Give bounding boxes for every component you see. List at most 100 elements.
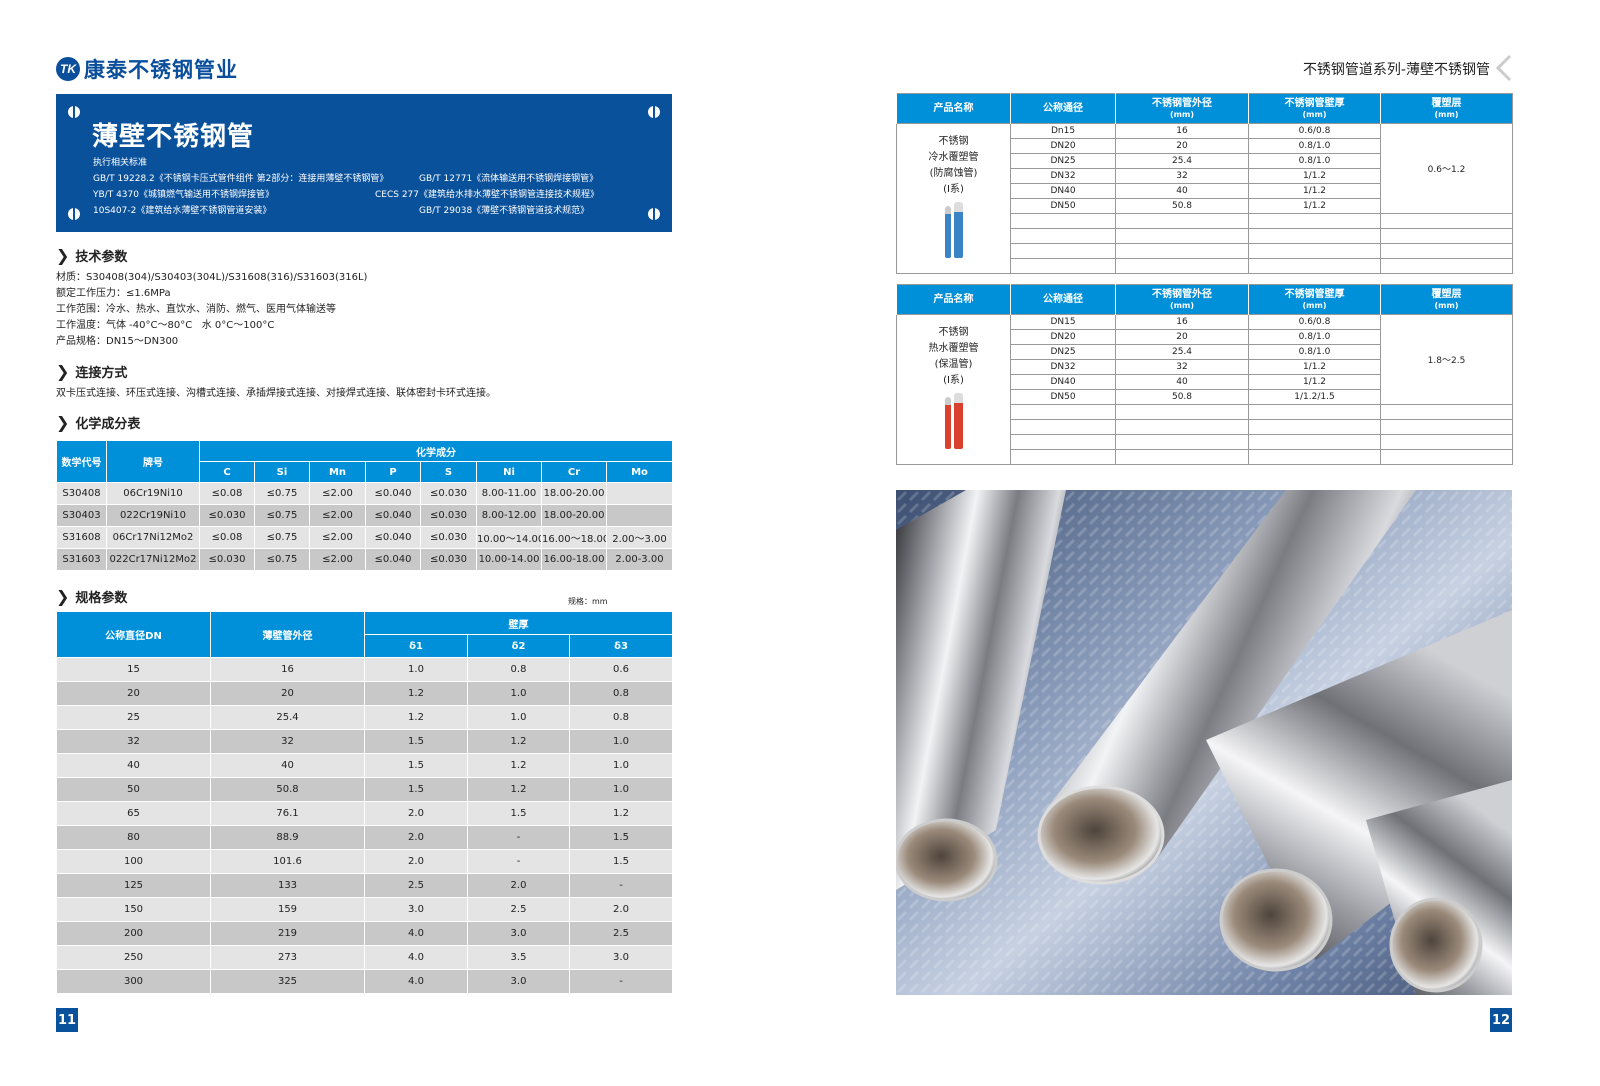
table-cell: ≤0.75 [254, 482, 310, 505]
page-number-right: 12 [1490, 1008, 1512, 1032]
header-text: 不锈钢管壁厚 [1284, 288, 1345, 300]
table-row: 20 20 1.2 1.0 0.8 [56, 681, 673, 706]
table-cell: ≤0.030 [420, 482, 477, 505]
unit-label: 规格：mm [568, 597, 608, 606]
table-cell: ≤0.040 [365, 504, 421, 527]
table-cell: S30403 [56, 504, 107, 527]
table-cell: - [569, 873, 673, 898]
table-cell: ≤0.030 [420, 548, 477, 571]
table-cell: 76.1 [210, 801, 365, 826]
table-row [897, 213, 1513, 229]
empty-cell [1010, 228, 1116, 244]
col-element: S [420, 461, 477, 483]
name-line: (I系) [943, 184, 964, 195]
table-cell: 06Cr19Ni10 [106, 482, 200, 505]
table-cell: 32 [1115, 168, 1249, 184]
empty-cell [1380, 228, 1513, 244]
table-cell: ≤0.040 [365, 526, 421, 549]
empty-cell [1115, 228, 1249, 244]
table-cell: 1/1.2 [1248, 198, 1381, 214]
standard-item: CECS 277《建筑给水排水薄壁不锈钢管连接技术规程》 [375, 190, 600, 200]
col-d3: δ3 [569, 634, 673, 658]
chevron-right-icon: ❯ [56, 413, 70, 432]
table-cell: 06Cr17Ni12Mo2 [106, 526, 200, 549]
name-line: 冷水覆塑管 [928, 152, 979, 163]
table-cell: 1.0 [364, 657, 468, 682]
table-row: 250 273 4.0 3.5 3.0 [56, 945, 673, 970]
product-photo [896, 490, 1512, 995]
table-cell: 2.0 [467, 873, 570, 898]
empty-cell [1248, 213, 1381, 229]
table-cell: 0.6/0.8 [1248, 123, 1381, 139]
col-header: 产品名称 [896, 93, 1011, 124]
table-cell: 40 [56, 753, 211, 778]
chevron-right-icon: ❯ [56, 362, 70, 381]
table-cell: 88.9 [210, 825, 365, 850]
table-cell: 2.00～3.00 [606, 526, 673, 549]
table-row: 300 325 4.0 3.0- [56, 969, 673, 994]
header-text: 公称通径 [1043, 294, 1083, 305]
table-cell: 18.00-20.00 [541, 504, 607, 527]
empty-cell [1380, 258, 1513, 274]
empty-cell [1010, 419, 1116, 435]
table-cell: 40 [210, 753, 365, 778]
col-header: 不锈钢管外径 (mm) [1115, 284, 1249, 315]
empty-cell [1248, 228, 1381, 244]
table-cell: 0.8 [467, 657, 570, 682]
table-row: DN20 20 0.8/1.0 [897, 329, 1513, 345]
col-element: Mo [606, 461, 673, 483]
logo-mark: TK [56, 57, 80, 81]
table-row: DN20 20 0.8/1.0 [897, 138, 1513, 154]
empty-cell [1010, 449, 1116, 465]
table-cell: 0.6/0.8 [1248, 314, 1381, 330]
table-cell: ≤2.00 [309, 504, 366, 527]
table-cell: DN32 [1010, 168, 1116, 184]
empty-cell [1115, 213, 1249, 229]
empty-cell [1115, 243, 1249, 259]
page-title: 薄壁不锈钢管 [92, 122, 255, 152]
table-cell: 1/1.2 [1248, 359, 1381, 375]
empty-cell [1010, 213, 1116, 229]
title-banner: 薄壁不锈钢管 执行相关标准 GB/T 19228.2《不锈钢卡压式管件组件 第2… [56, 94, 672, 232]
table-cell: 1.5 [364, 729, 468, 754]
product-name: 不锈钢 热水覆塑管 (保温管) (I系) [896, 314, 1011, 465]
section-heading-chem: ❯ 化学成分表 [56, 413, 140, 432]
brand-logo: TK 康泰不锈钢管业 [56, 54, 238, 84]
table-cell: ≤0.08 [199, 526, 255, 549]
col-code: 数学代号 [56, 440, 107, 483]
table-cell: 16 [1115, 314, 1249, 330]
table-cell: DN25 [1010, 153, 1116, 169]
empty-cell [1248, 449, 1381, 465]
name-line: 热水覆塑管 [928, 343, 979, 354]
rivet-icon [648, 208, 660, 220]
unit-text: (mm) [1434, 300, 1459, 310]
col-d1: δ1 [364, 634, 468, 658]
table-cell: 2.00-3.00 [606, 548, 673, 571]
table-cell: 022Cr19Ni10 [106, 504, 200, 527]
table-cell: ≤0.030 [199, 504, 255, 527]
table-cell: 50.8 [210, 777, 365, 802]
table-cell: 250 [56, 945, 211, 970]
empty-cell [1115, 419, 1249, 435]
table-row: 200 219 4.0 3.0 2.5 [56, 921, 673, 946]
col-d2: δ2 [467, 634, 570, 658]
table-row: DN40 40 1/1.2 [897, 374, 1513, 390]
table-cell: 80 [56, 825, 211, 850]
header-text: 覆塑层 [1431, 97, 1462, 109]
table-cell: 40 [1115, 183, 1249, 199]
table-cell: DN15 [1010, 314, 1116, 330]
col-grade: 牌号 [106, 440, 200, 483]
table-row [897, 419, 1513, 435]
table-row [897, 449, 1513, 465]
unit-text: (mm) [1302, 300, 1327, 310]
col-element: Si [254, 461, 310, 483]
table-cell: 0.8/1.0 [1248, 329, 1381, 345]
table-cell: 50 [56, 777, 211, 802]
standard-item: YB/T 4370《城镇燃气输送用不锈钢焊接管》 [93, 190, 274, 200]
table-cell: 2.0 [364, 801, 468, 826]
empty-cell [1010, 243, 1116, 259]
table-cell: 32 [210, 729, 365, 754]
table-cell: 4.0 [364, 969, 468, 994]
table-cell: 25 [56, 705, 211, 730]
col-header: 公称通径 [1010, 93, 1116, 124]
